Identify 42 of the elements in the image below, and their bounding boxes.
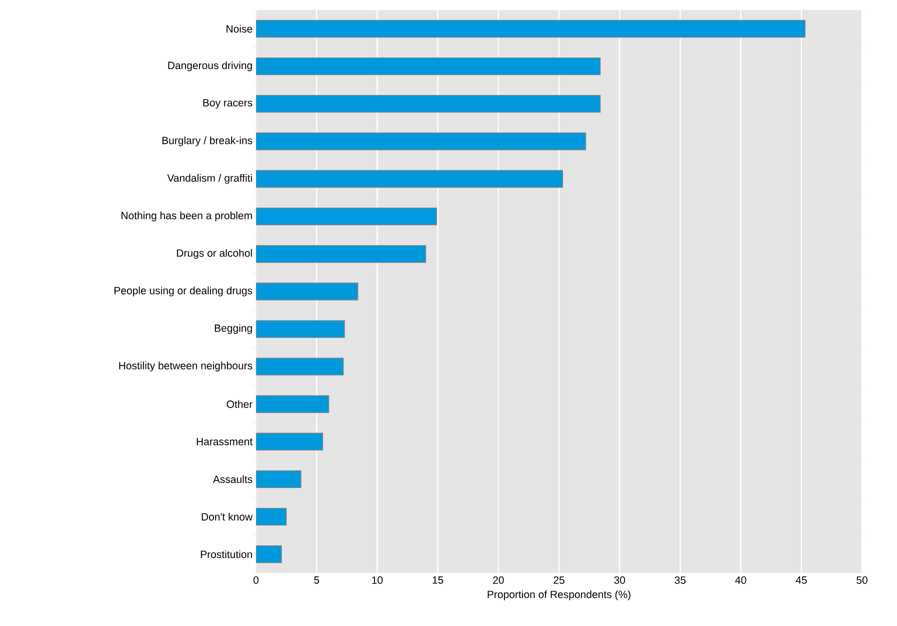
- bar: [256, 245, 426, 263]
- y-tick-label: Don't know: [202, 512, 253, 521]
- x-tick-label: 25: [554, 576, 564, 584]
- y-tick-label: Assaults: [212, 475, 252, 484]
- y-tick-label: People using or dealing drugs: [114, 286, 252, 296]
- bar: [256, 20, 806, 38]
- bar: [256, 170, 564, 188]
- y-tick-label: Prostitution: [200, 550, 252, 558]
- y-tick-label: Harassment: [196, 438, 253, 446]
- bar: [256, 358, 344, 376]
- y-tick-label: Begging: [214, 324, 252, 334]
- x-tick-label: 15: [432, 576, 444, 584]
- x-tick-label: 45: [796, 576, 807, 584]
- bar: [256, 395, 330, 413]
- x-tick-label: 40: [735, 576, 746, 584]
- y-tick-label: Burglary / break-ins: [162, 136, 252, 146]
- x-tick-label: 5: [314, 576, 320, 584]
- y-tick-label: Drugs or alcohol: [177, 249, 252, 259]
- x-tick-label: 35: [674, 576, 686, 584]
- bar: [256, 94, 601, 113]
- x-tick-label: 50: [856, 576, 868, 584]
- bar: [256, 57, 601, 76]
- bar: [256, 282, 358, 300]
- y-tick-label: Boy racers: [203, 99, 252, 109]
- y-tick-label: Noise: [226, 24, 252, 33]
- y-tick-label: Other: [226, 400, 252, 408]
- bar: [256, 470, 302, 488]
- bar: [256, 208, 437, 226]
- x-tick-label: 0: [253, 576, 259, 584]
- bar: [256, 320, 345, 338]
- x-tick-label: 30: [614, 576, 626, 584]
- y-tick-label: Dangerous driving: [168, 61, 252, 72]
- y-tick-label: Nothing has been a problem: [122, 212, 252, 222]
- y-tick-label: Hostility between neighbours: [119, 362, 252, 372]
- bar: [256, 545, 282, 564]
- x-tick-label: 10: [372, 576, 383, 584]
- bar: [256, 132, 586, 150]
- bar: [256, 508, 287, 526]
- y-tick-label: Vandalism / graffiti: [167, 174, 252, 184]
- x-axis-title: Proportion of Respondents (%): [488, 590, 630, 600]
- bar: [256, 432, 324, 450]
- x-tick-label: 20: [493, 576, 504, 584]
